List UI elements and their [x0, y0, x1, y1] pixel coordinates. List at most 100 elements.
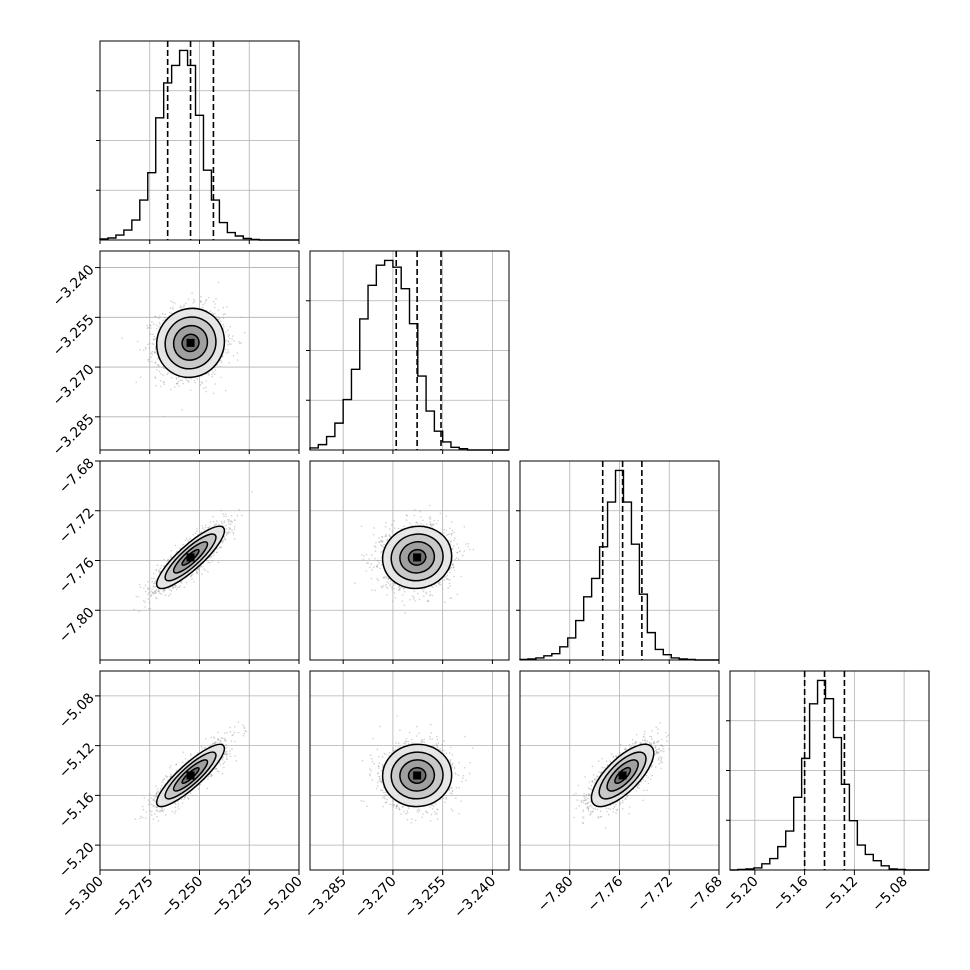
scatter-point: [166, 560, 169, 562]
scatter-point: [223, 325, 225, 328]
scatter-point: [152, 338, 155, 341]
scatter-point: [388, 534, 391, 536]
scatter-point: [215, 523, 217, 525]
scatter-point: [181, 379, 183, 381]
scatter-point: [449, 568, 451, 570]
scatter-point: [170, 550, 173, 552]
scatter-point: [431, 594, 434, 597]
scatter-point: [397, 589, 400, 591]
scatter-point: [151, 350, 154, 353]
scatter-point: [221, 524, 223, 526]
scatter-point: [451, 563, 454, 566]
scatter-point: [152, 593, 154, 595]
scatter-point: [378, 541, 381, 543]
scatter-point: [393, 592, 396, 594]
scatter-point: [431, 524, 434, 527]
scatter-point: [158, 570, 160, 573]
scatter-point: [203, 529, 206, 531]
scatter-point: [208, 296, 210, 299]
scatter-point: [149, 333, 152, 335]
scatter-point: [221, 541, 224, 544]
scatter-point: [154, 347, 157, 350]
scatter-point: [398, 585, 400, 588]
density-contours: [155, 307, 226, 379]
scatter-point: [153, 582, 155, 585]
scatter-point: [386, 594, 388, 596]
scatter-point: [192, 534, 195, 536]
scatter-point: [163, 381, 165, 383]
scatter-point: [204, 302, 206, 304]
scatter-point: [179, 306, 181, 309]
scatter-point: [178, 586, 181, 588]
scatter-point: [205, 386, 207, 389]
scatter-point: [229, 528, 231, 531]
scatter-point: [239, 342, 241, 345]
scatter-point: [160, 593, 163, 595]
scatter-point: [430, 525, 432, 527]
scatter-point: [148, 607, 150, 610]
scatter-point: [146, 324, 148, 327]
scatter-point: [376, 564, 379, 566]
scatter-point: [154, 376, 157, 379]
scatter-point: [121, 337, 123, 340]
scatter-point: [151, 591, 154, 594]
scatter-point: [191, 578, 193, 580]
scatter-point: [154, 362, 157, 364]
scatter-point: [212, 300, 215, 303]
scatter-point: [429, 516, 432, 518]
scatter-point: [159, 592, 161, 594]
scatter-point: [154, 338, 157, 340]
scatter-point: [216, 520, 218, 522]
scatter-point: [225, 534, 228, 536]
joint-panel-0-2: [99, 460, 300, 661]
scatter-point: [161, 312, 164, 315]
scatter-point: [155, 580, 157, 582]
scatter-point: [387, 582, 390, 584]
histogram-panel-0: [96, 40, 300, 241]
scatter-point: [203, 568, 205, 570]
scatter-point: [413, 514, 416, 517]
scatter-point: [209, 556, 212, 558]
scatter-point: [391, 600, 394, 603]
scatter-point: [154, 351, 156, 354]
scatter-point: [163, 558, 165, 561]
scatter-point: [406, 514, 409, 517]
scatter-point: [170, 312, 173, 315]
scatter-point: [472, 548, 475, 551]
scatter-point: [212, 520, 215, 523]
scatter-point: [414, 600, 417, 602]
scatter-point: [146, 327, 149, 329]
scatter-point: [448, 579, 451, 581]
scatter-point: [177, 382, 179, 385]
scatter-point: [449, 597, 451, 600]
scatter-point: [196, 571, 199, 574]
scatter-point: [240, 341, 243, 344]
scatter-point: [182, 543, 184, 546]
scatter-point: [207, 372, 210, 375]
scatter-point: [214, 369, 217, 372]
scatter-point: [225, 528, 228, 530]
scatter-point: [391, 589, 394, 591]
scatter-point: [150, 594, 152, 596]
scatter-point: [170, 388, 172, 391]
scatter-point: [192, 302, 195, 304]
scatter-point: [394, 597, 397, 599]
scatter-point: [409, 598, 411, 601]
scatter-point: [158, 321, 161, 324]
scatter-point: [154, 377, 156, 379]
scatter-point: [159, 379, 162, 382]
histogram-step: [309, 259, 509, 451]
scatter-point: [457, 547, 460, 549]
scatter-point: [164, 316, 166, 319]
scatter-point: [458, 550, 461, 553]
scatter-point: [399, 588, 401, 590]
scatter-point: [179, 585, 181, 587]
scatter-point: [221, 540, 224, 542]
scatter-point: [468, 548, 471, 551]
scatter-point: [432, 586, 434, 589]
scatter-point: [227, 351, 230, 353]
scatter-point: [227, 329, 229, 331]
scatter-point: [381, 545, 383, 547]
scatter-point: [175, 584, 177, 587]
scatter-point: [156, 363, 159, 366]
